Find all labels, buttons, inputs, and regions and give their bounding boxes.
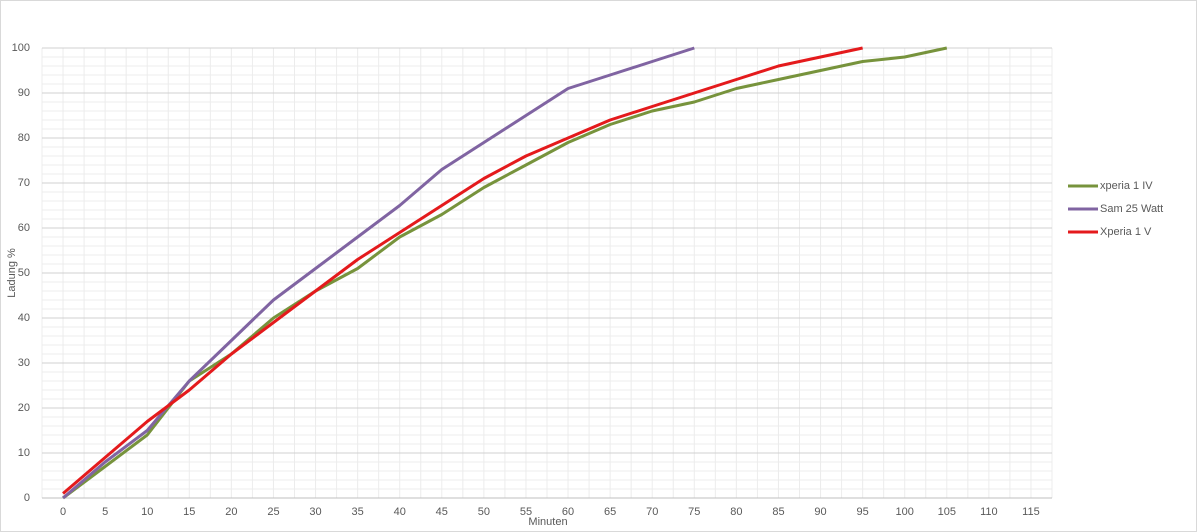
y-tick-label: 80 — [18, 132, 30, 144]
x-tick-label: 60 — [562, 506, 574, 518]
x-axis-title: Minuten — [528, 516, 567, 528]
x-tick-label: 40 — [394, 506, 406, 518]
y-tick-label: 10 — [18, 447, 30, 459]
x-tick-label: 15 — [183, 506, 195, 518]
y-tick-label: 50 — [18, 267, 30, 279]
y-tick-label: 70 — [18, 177, 30, 189]
x-tick-label: 55 — [520, 506, 532, 518]
x-tick-label: 35 — [352, 506, 364, 518]
y-tick-label: 90 — [18, 87, 30, 99]
legend-label: Sam 25 Watt — [1100, 203, 1163, 215]
y-tick-label: 60 — [18, 222, 30, 234]
y-tick-label: 40 — [18, 312, 30, 324]
x-tick-label: 110 — [980, 506, 998, 518]
x-tick-label: 50 — [478, 506, 490, 518]
y-tick-label: 30 — [18, 357, 30, 369]
x-tick-label: 90 — [814, 506, 826, 518]
x-tick-label: 100 — [896, 506, 914, 518]
x-tick-label: 65 — [604, 506, 616, 518]
x-tick-label: 70 — [646, 506, 658, 518]
x-tick-label: 20 — [225, 506, 237, 518]
y-tick-label: 0 — [24, 492, 30, 504]
y-tick-label: 20 — [18, 402, 30, 414]
legend-label: xperia 1 IV — [1100, 180, 1153, 192]
x-tick-label: 10 — [141, 506, 153, 518]
series-line — [62, 46, 948, 500]
x-tick-label: 105 — [938, 506, 956, 518]
x-tick-label: 0 — [60, 506, 66, 518]
x-tick-label: 25 — [267, 506, 279, 518]
x-tick-label: 115 — [1022, 506, 1040, 518]
x-tick-label: 85 — [772, 506, 784, 518]
y-axis-title: Ladung % — [6, 248, 18, 298]
legend-label: Xperia 1 V — [1100, 226, 1152, 238]
x-tick-label: 80 — [730, 506, 742, 518]
x-tick-label: 45 — [436, 506, 448, 518]
x-tick-label: 5 — [102, 506, 108, 518]
x-tick-label: 95 — [857, 506, 869, 518]
series-line — [62, 46, 863, 495]
x-tick-label: 75 — [688, 506, 700, 518]
y-tick-label: 100 — [12, 42, 30, 54]
x-tick-label: 30 — [309, 506, 321, 518]
